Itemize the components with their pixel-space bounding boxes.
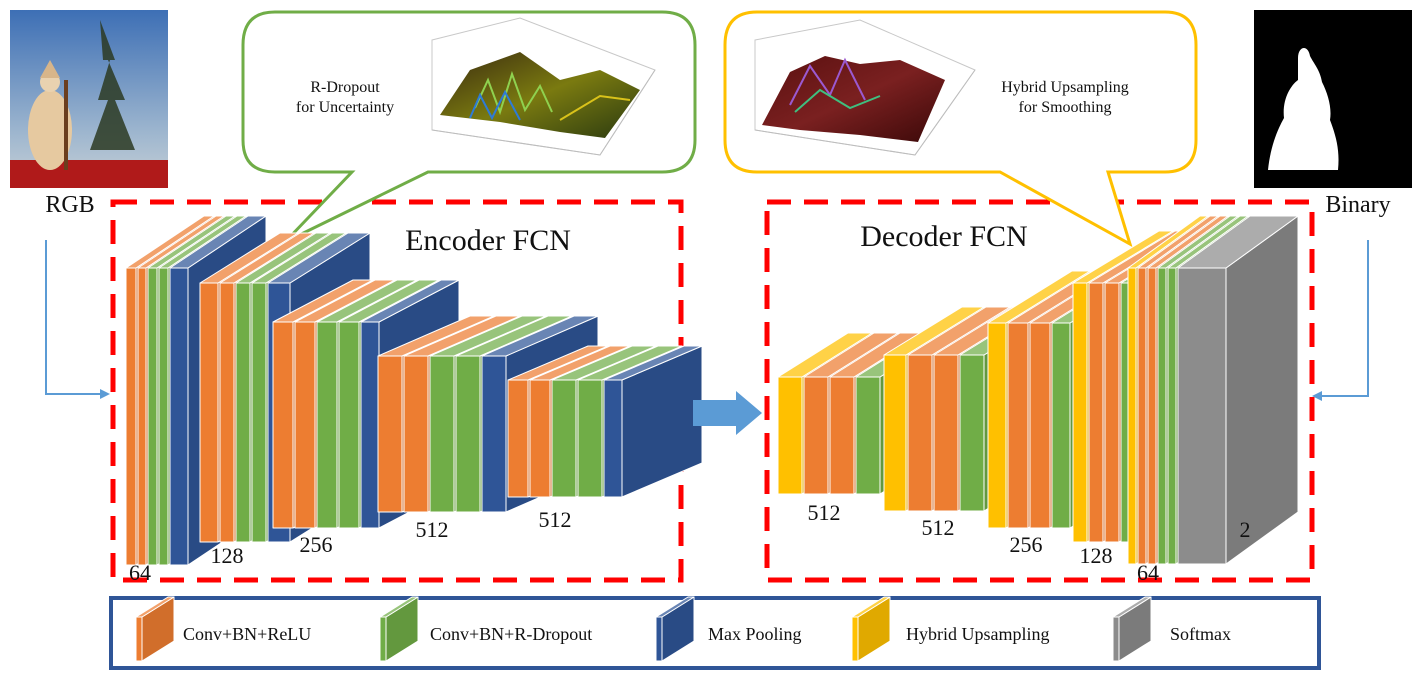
callout-right-line2: for Smoothing: [1019, 99, 1112, 116]
enc-block-512b-slab-4: [603, 345, 703, 498]
dec-block-64: [1127, 215, 1299, 565]
input-arrow: [45, 240, 105, 395]
legend-item-4: Softmax: [1112, 596, 1231, 662]
smoothing-surface-plot: [754, 19, 976, 156]
callout-left-line1: R-Dropout: [310, 79, 380, 96]
legend-label-4: Softmax: [1170, 624, 1231, 644]
dec-channels-2: 2: [1240, 517, 1251, 542]
dec-channels-512b: 512: [922, 515, 955, 540]
legend-swatch-slab-0: [135, 596, 175, 662]
encoder-to-decoder-arrow: [693, 391, 762, 435]
output-arrow: [1320, 240, 1369, 397]
legend-label-2: Max Pooling: [708, 624, 802, 644]
dec-channels-256: 256: [1010, 532, 1043, 557]
enc-channels-128: 128: [211, 543, 244, 568]
rgb-input-image: [10, 10, 168, 188]
rgb-label: RGB: [45, 192, 94, 218]
legend-label-1: Conv+BN+R-Dropout: [430, 624, 592, 644]
enc-channels-512b: 512: [539, 507, 572, 532]
legend-label-3: Hybrid Upsampling: [906, 624, 1050, 644]
legend-swatch-slab-4: [1112, 596, 1152, 662]
callout-dropout: [241, 10, 697, 244]
legend-swatch-slab-1: [379, 596, 419, 662]
legend-item-3: Hybrid Upsampling: [851, 596, 1050, 662]
dec-block-64-slab-5: [1177, 215, 1299, 565]
uncertainty-surface-plot: [431, 17, 656, 156]
dec-channels-128: 128: [1080, 543, 1113, 568]
enc-channels-256: 256: [300, 532, 333, 557]
callout-right-line1: Hybrid Upsampling: [1001, 79, 1129, 96]
binary-output-image: [1254, 10, 1412, 188]
enc-block-512b: [507, 345, 703, 498]
legend-swatch-2: [655, 596, 695, 662]
encoder-title: Encoder FCN: [405, 224, 571, 257]
dec-channels-64: 64: [1137, 560, 1159, 585]
enc-channels-512a: 512: [416, 517, 449, 542]
legend-swatch-slab-3: [851, 596, 891, 662]
binary-label: Binary: [1325, 192, 1390, 218]
enc-channels-64: 64: [129, 560, 151, 585]
legend: Conv+BN+ReLU Conv+BN+R-Dropout Max Pooling…: [135, 596, 1231, 662]
legend-label-0: Conv+BN+ReLU: [183, 624, 311, 644]
legend-swatch-3: [851, 596, 891, 662]
decoder-dashed-box: [764, 199, 1315, 583]
layer-stack: [125, 215, 1299, 566]
legend-swatch-4: [1112, 596, 1152, 662]
legend-swatch-slab-2: [655, 596, 695, 662]
decoder-title: Decoder FCN: [860, 220, 1027, 253]
legend-item-2: Max Pooling: [655, 596, 802, 662]
legend-item-0: Conv+BN+ReLU: [135, 596, 311, 662]
callout-left-line2: for Uncertainty: [296, 99, 394, 116]
legend-swatch-0: [135, 596, 175, 662]
legend-item-1: Conv+BN+R-Dropout: [379, 596, 592, 662]
legend-swatch-1: [379, 596, 419, 662]
dec-channels-512a: 512: [808, 500, 841, 525]
